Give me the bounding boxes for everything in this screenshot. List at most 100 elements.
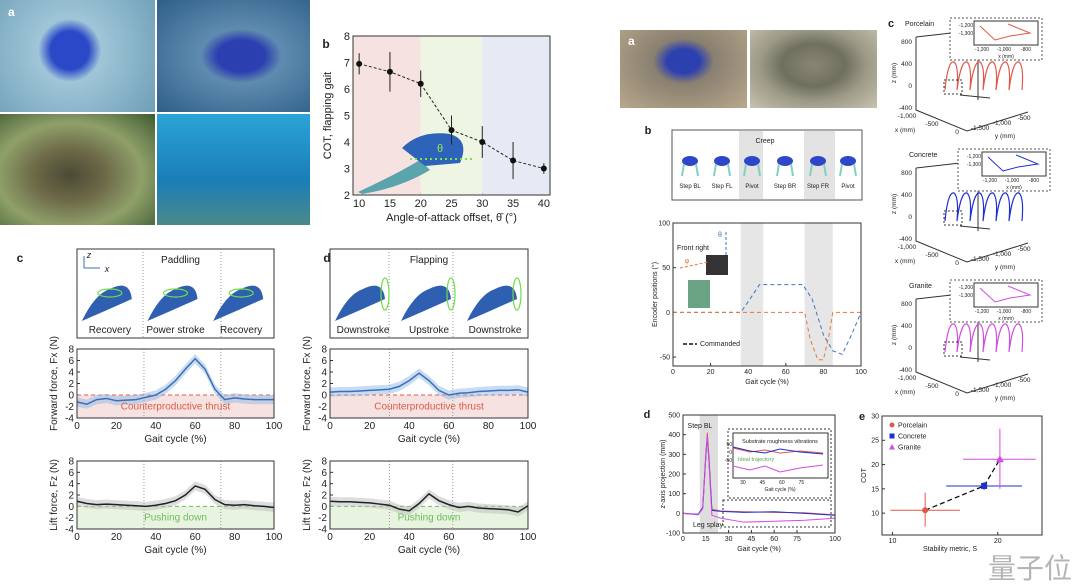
left-d-fz-xtick-label: 20	[364, 532, 376, 543]
x-axis-label: x (mm)	[895, 127, 915, 134]
left-c-fx-mean-line	[76, 357, 274, 405]
step-bl-annotation: Step BL	[688, 423, 713, 430]
inset-xlabel: x (mm)	[998, 316, 1014, 322]
right-b-xtick-label: 60	[782, 369, 790, 376]
right-panel-e-label: e	[859, 411, 865, 423]
left-c-fz-frame	[76, 460, 275, 530]
right-d-xtick-label: 75	[793, 536, 801, 543]
left-c-fx-ytick-label: 0	[68, 391, 74, 402]
3d-foot-trajectory-Concrete	[944, 192, 1024, 222]
robot-legs-icon	[776, 163, 794, 177]
left-c-fz-ytick-label: 4	[68, 479, 74, 490]
right-panel-c-label: c	[888, 18, 894, 30]
left-c-fx-xtick-label: 100	[266, 421, 283, 432]
left-b-xtick-label: 30	[476, 198, 488, 210]
inset-xtick-label: -800	[1021, 309, 1031, 315]
x-tick-label: -1,000	[898, 375, 917, 382]
left-b-ytick-label: 4	[344, 137, 350, 149]
left-d-phase-label: Downstroke	[337, 325, 390, 336]
x-axis-label: x (mm)	[895, 389, 915, 396]
left-b-ytick-label: 6	[344, 84, 350, 96]
creep-step-label: Step BR	[774, 184, 797, 190]
left-c-fz-mean-line	[76, 485, 275, 509]
left-d-trajectory-loop	[512, 277, 522, 311]
right-d-ytick-label: 400	[668, 432, 680, 439]
robot-legs-icon	[839, 163, 857, 177]
right-e-point-Concrete	[981, 482, 988, 489]
right-panel-a-label: a	[628, 34, 635, 48]
theta-symbol: θ	[437, 143, 443, 155]
quadruped-robot-icon	[682, 156, 698, 166]
left-d-fz-annotation: Pushing down	[398, 513, 461, 524]
creep-step-label: Pivot	[841, 184, 855, 190]
y-tick-label: -1,500	[971, 256, 990, 263]
right-d-ytick-label: -100	[666, 530, 680, 537]
right-d-xtick-label: 15	[702, 536, 710, 543]
photo-real-turtle-land	[0, 114, 155, 225]
y-tick-label: -1,500	[971, 125, 990, 132]
watermark-text: 量子位	[988, 553, 1073, 584]
left-b-data-point	[386, 68, 393, 75]
photo-sea-turtle	[157, 114, 310, 225]
left-d-fz-xlabel: Gait cycle (%)	[398, 545, 460, 556]
right-b-commanded-theta	[673, 284, 862, 356]
left-c-trajectory-loop	[228, 288, 254, 298]
x-tick-label: -500	[925, 252, 938, 259]
right-b-frame	[672, 222, 862, 367]
inset-xtick-label: -800	[1021, 47, 1031, 53]
left-c-fx-ylabel: Forward force, Fx (N)	[49, 336, 60, 431]
left-c-fx-ytick-label: 2	[68, 379, 74, 390]
left-d-robot-illustration	[335, 285, 385, 321]
right-e-xtick-label: 20	[994, 538, 1002, 545]
left-d-fx-xtick-label: 0	[327, 421, 333, 432]
right-d-series-Granite	[682, 435, 836, 523]
inset-ytick-label: -1,200	[967, 154, 981, 160]
right-b-ytick-label: 100	[658, 220, 670, 227]
left-c-fz-ytick-label: -4	[65, 525, 74, 536]
inset-trace-Porcelain	[979, 23, 1032, 41]
robot-legs-icon	[713, 163, 731, 177]
y-tick-label: -1,000	[993, 120, 1012, 127]
left-c-fx-xtick-label: 40	[150, 421, 162, 432]
z-tick-label: -400	[899, 105, 912, 112]
left-b-ytick-label: 5	[344, 110, 350, 122]
left-b-data-point	[510, 157, 517, 164]
inset-ytick-label: -1,200	[959, 23, 973, 29]
quadruped-robot-icon	[810, 156, 826, 166]
left-d-fx-ytick-label: 2	[321, 379, 327, 390]
inset-title: Substrate roughness vibrations	[742, 439, 818, 445]
right-d-ytick-label: 200	[668, 471, 680, 478]
left-b-xtick-label: 40	[538, 198, 550, 210]
quadruped-robot-icon	[714, 156, 730, 166]
flipper-illustration	[358, 160, 430, 194]
robot-legs-icon	[743, 163, 761, 177]
photo-robot-turtle-underwater-2	[157, 0, 310, 112]
creep-step-label: Step FR	[807, 184, 830, 190]
inset-concrete-trace	[732, 446, 824, 455]
left-d-fz-xtick-label: 100	[520, 532, 537, 543]
left-b-xlabel: Angle-of-attack offset, θ̄ (°)	[386, 212, 517, 224]
legend-marker-Concrete	[889, 433, 895, 439]
3d-axes-box	[915, 299, 1029, 394]
left-c-fz-xlabel: Gait cycle (%)	[144, 545, 206, 556]
left-d-fx-xtick-label: 100	[520, 421, 537, 432]
right-panel-d-label: d	[644, 409, 651, 421]
left-d-fx-ylabel: Forward force, Fx (N)	[302, 336, 313, 431]
left-d-fx-xtick-label: 60	[443, 421, 455, 432]
3d-foot-trajectory-Granite	[944, 323, 1024, 353]
left-d-robot-illustration	[401, 285, 451, 321]
z-tick-label: 0	[908, 83, 912, 90]
y-tick-label: -500	[1017, 377, 1030, 384]
walking-direction-arrow	[959, 356, 991, 361]
left-d-fx-ytick-label: -4	[318, 414, 327, 425]
inset-xtick-label: -800	[1029, 178, 1039, 184]
right-e-point-Porcelain	[922, 507, 929, 514]
left-b-data-point	[356, 60, 363, 67]
left-d-fx-ytick-label: 0	[321, 391, 327, 402]
y-tick-label: -500	[1017, 115, 1030, 122]
trend-line	[924, 485, 985, 511]
front-right-label: Front right	[677, 245, 709, 252]
right-e-ytick-label: 30	[871, 413, 879, 420]
left-b-ytick-label: 8	[344, 31, 350, 43]
y-axis-label: y (mm)	[995, 395, 1015, 402]
